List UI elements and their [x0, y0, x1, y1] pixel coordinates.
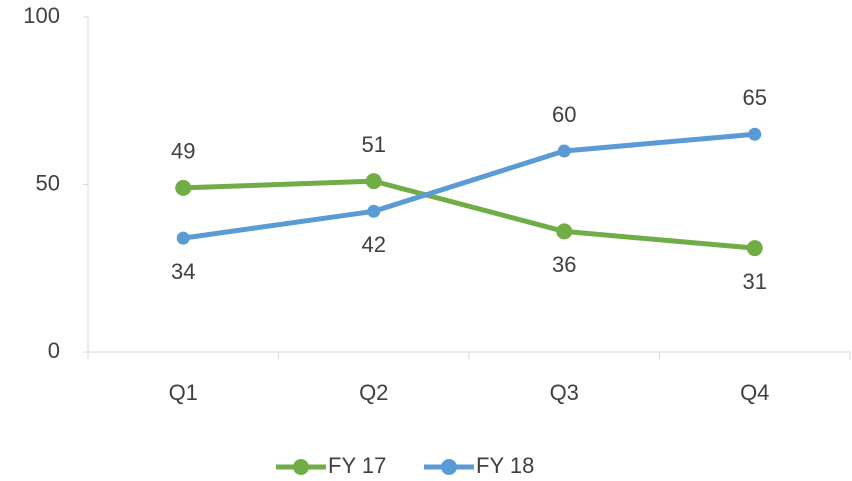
x-tick-label: Q1 — [169, 380, 198, 405]
point — [175, 179, 192, 196]
legend-label: FY 18 — [476, 453, 534, 478]
point — [746, 240, 763, 257]
y-tick-label: 0 — [48, 338, 60, 363]
series-line — [180, 131, 758, 241]
legend-marker — [441, 459, 457, 475]
data-label: 34 — [171, 259, 195, 284]
y-tick-label: 100 — [23, 3, 60, 28]
y-tick-label: 50 — [36, 170, 60, 195]
point — [556, 223, 573, 240]
point — [176, 231, 190, 245]
x-tick-label: Q3 — [550, 380, 579, 405]
series-line — [180, 178, 758, 251]
legend-marker — [293, 459, 309, 475]
data-label: 36 — [552, 252, 576, 277]
data-label: 60 — [552, 102, 576, 127]
data-label: 51 — [362, 132, 386, 157]
point — [367, 204, 381, 218]
data-label: 31 — [743, 269, 767, 294]
data-label: 65 — [743, 85, 767, 110]
point — [365, 173, 382, 190]
data-label: 49 — [171, 139, 195, 164]
data-label: 42 — [362, 232, 386, 257]
point — [557, 144, 571, 158]
legend-label: FY 17 — [328, 453, 386, 478]
x-tick-label: Q2 — [359, 380, 388, 405]
x-tick-label: Q4 — [740, 380, 769, 405]
point — [748, 127, 762, 141]
